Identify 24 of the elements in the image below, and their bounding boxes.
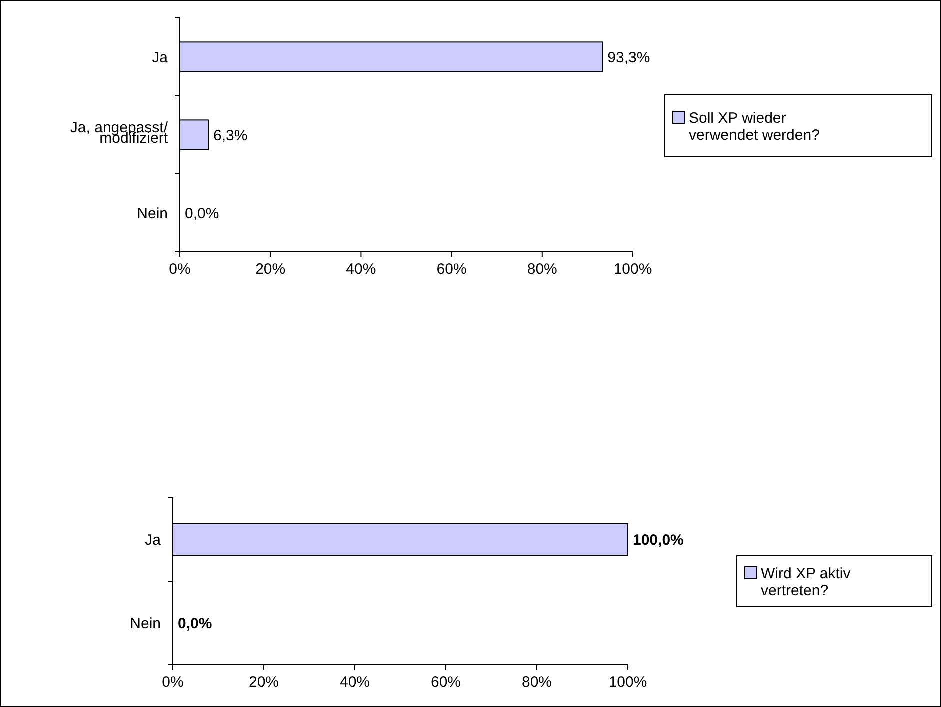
y-tick-label: Ja, angepasst/modifiziert bbox=[70, 119, 169, 147]
legend-label: Soll XP wieder verwendet werden? bbox=[689, 110, 820, 144]
data-label: 0,0% bbox=[178, 616, 212, 632]
y-tick-label: Nein bbox=[130, 616, 161, 632]
y-tick-label: Nein bbox=[137, 205, 168, 222]
x-tick-label: 0% bbox=[169, 261, 191, 278]
x-tick-label: 80% bbox=[527, 261, 558, 278]
x-tick-label: 40% bbox=[340, 674, 370, 691]
x-tick-label: 60% bbox=[430, 674, 462, 691]
x-tick-label: 40% bbox=[346, 261, 376, 278]
y-tick-label: Ja bbox=[152, 49, 169, 66]
x-tick-label: 20% bbox=[248, 674, 280, 691]
y-tick-label: Ja bbox=[145, 532, 162, 549]
legend-label: Wird XP aktiv vertreten? bbox=[761, 565, 852, 600]
data-label: 6,3% bbox=[214, 127, 248, 144]
x-tick-label: 80% bbox=[522, 674, 552, 691]
x-tick-label: 100% bbox=[614, 261, 652, 278]
x-tick-label: 60% bbox=[436, 261, 467, 278]
data-label: 0,0% bbox=[185, 205, 220, 222]
x-tick-label: 20% bbox=[256, 261, 286, 278]
data-label: 93,3% bbox=[608, 49, 650, 66]
x-tick-label: 0% bbox=[162, 674, 184, 691]
x-tick-label: 100% bbox=[608, 674, 648, 691]
data-label: 100,0% bbox=[633, 532, 684, 549]
